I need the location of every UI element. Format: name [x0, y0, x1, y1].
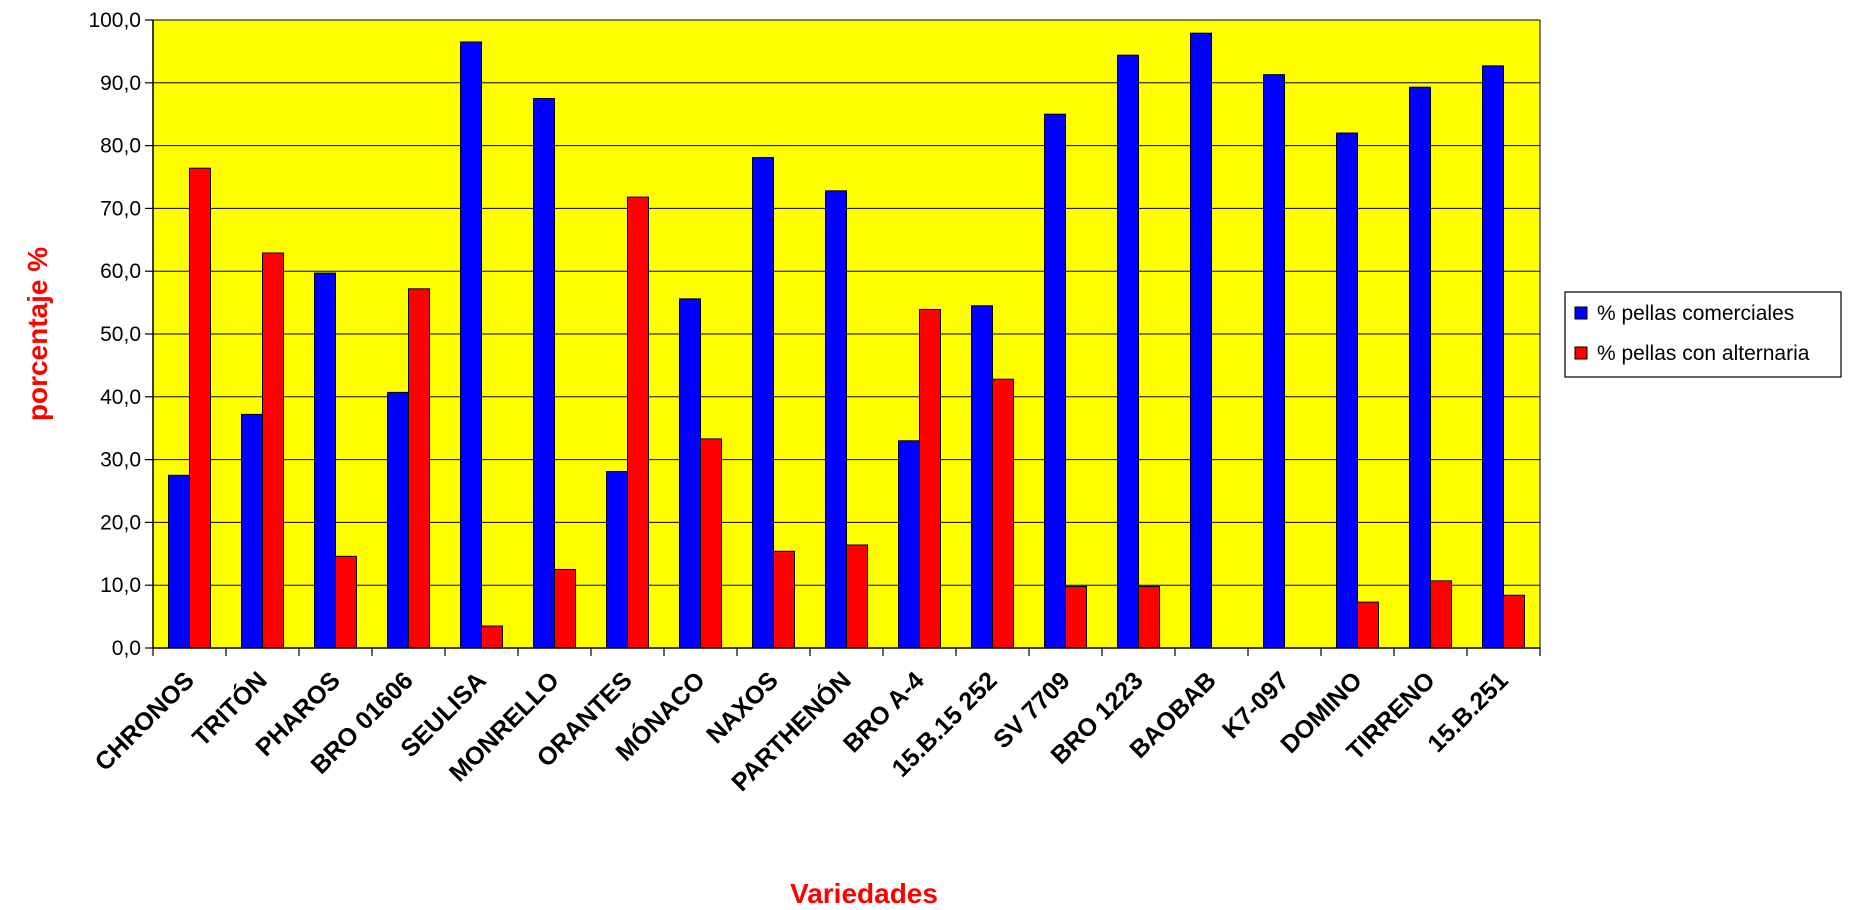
- y-tick-label: 100,0: [88, 9, 141, 32]
- legend-label: % pellas comerciales: [1597, 302, 1794, 325]
- bar-alternaria: [554, 569, 576, 649]
- x-axis-title: Variedades: [790, 878, 938, 909]
- bar-comerciales: [241, 413, 263, 649]
- x-tick-label: CHRONOS: [90, 666, 200, 776]
- bar-comerciales: [1409, 86, 1431, 649]
- bar-alternaria: [919, 309, 941, 649]
- bar-comerciales: [387, 391, 409, 649]
- bar-alternaria: [773, 550, 795, 649]
- bar-alternaria: [1430, 580, 1452, 649]
- legend-box: [1564, 291, 1842, 378]
- bar-comerciales: [1263, 74, 1285, 649]
- y-tick-label: 80,0: [100, 135, 141, 158]
- y-tick-label: 60,0: [100, 260, 141, 283]
- bar-alternaria: [335, 555, 357, 649]
- bar-alternaria: [481, 625, 503, 649]
- bar-comerciales: [1336, 132, 1358, 649]
- bar-comerciales: [1117, 54, 1139, 649]
- y-tick-label: 70,0: [100, 197, 141, 220]
- bar-comerciales: [752, 157, 774, 649]
- y-tick-label: 30,0: [100, 449, 141, 472]
- bar-comerciales: [1190, 32, 1212, 649]
- y-tick-label: 40,0: [100, 386, 141, 409]
- legend-swatch: [1574, 306, 1588, 320]
- bar-comerciales: [679, 298, 701, 649]
- y-tick-label: 10,0: [100, 574, 141, 597]
- bar-alternaria: [992, 378, 1014, 649]
- y-tick-label: 20,0: [100, 511, 141, 534]
- bar-comerciales: [168, 474, 190, 649]
- bar-comerciales: [314, 272, 336, 649]
- bar-comerciales: [533, 98, 555, 649]
- bar-comerciales: [460, 41, 482, 649]
- bar-comerciales: [971, 305, 993, 649]
- bar-alternaria: [189, 167, 211, 649]
- x-tick-label: 15.B.251: [1422, 666, 1514, 758]
- bar-alternaria: [1357, 601, 1379, 649]
- bar-comerciales: [606, 471, 628, 649]
- bar-comerciales: [1482, 65, 1504, 649]
- y-axis-title: porcentaje %: [22, 247, 53, 421]
- y-tick-label: 0,0: [112, 637, 141, 660]
- bar-comerciales: [825, 190, 847, 649]
- y-tick-label: 50,0: [100, 323, 141, 346]
- bar-alternaria: [1503, 594, 1525, 649]
- bar-alternaria: [262, 252, 284, 649]
- bar-alternaria: [846, 544, 868, 649]
- bar-alternaria: [700, 438, 722, 649]
- bar-alternaria: [627, 196, 649, 649]
- bar-alternaria: [1138, 585, 1160, 649]
- bar-alternaria: [408, 288, 430, 649]
- y-tick-label: 90,0: [100, 72, 141, 95]
- legend-label: % pellas con alternaria: [1597, 342, 1810, 365]
- bar-comerciales: [898, 440, 920, 649]
- bar-alternaria: [1065, 585, 1087, 649]
- legend-swatch: [1574, 346, 1588, 360]
- bar-comerciales: [1044, 113, 1066, 649]
- legend: % pellas comerciales % pellas con alterna…: [1564, 291, 1842, 378]
